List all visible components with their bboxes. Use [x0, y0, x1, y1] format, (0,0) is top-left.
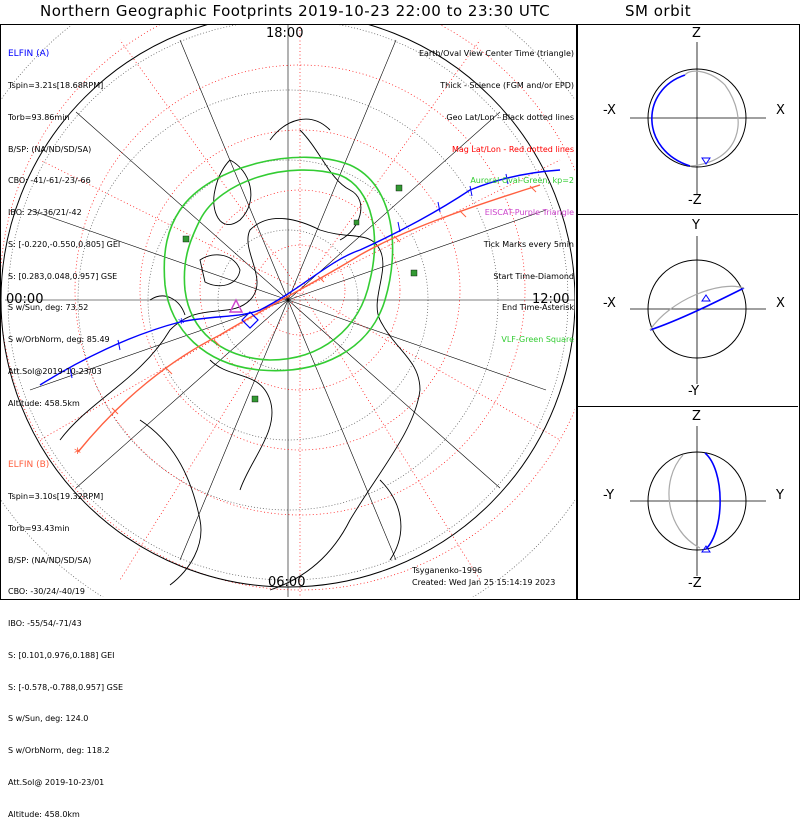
coastlines — [59, 118, 421, 591]
elfin-a-ticks — [69, 173, 509, 379]
sm-yz-bottom-label: -Z — [688, 576, 702, 591]
hour-label-right: 12:00 — [532, 292, 570, 307]
elfin-b-line: B/SP: (NA/ND/SD/SA) — [8, 555, 92, 565]
vlf-stations — [182, 184, 418, 403]
elfin-a-diamond — [241, 311, 259, 329]
sm-xy-top-label: Y — [692, 218, 700, 233]
elfin-a-line: S: [0.283,0.048,0.957] GSE — [8, 271, 118, 281]
sm-yz-top-label: Z — [692, 409, 701, 424]
legend-entry: Earth/Oval View Center Time (triangle) — [418, 49, 574, 59]
elfin-b-ticks — [111, 185, 537, 415]
legend-entry: EISCAT-Purple Triangle — [484, 208, 574, 218]
sm-divider-1 — [576, 214, 798, 215]
legend-entry: Geo Lat/Lon - Black dotted lines — [446, 112, 574, 122]
elfin-b-header: ELFIN (B) — [8, 460, 50, 471]
elfin-b-line: S w/Sun, deg: 124.0 — [8, 714, 89, 724]
sm-xz-right-label: X — [776, 103, 785, 118]
elfin-a-line: Att.Sol@2019-10-23/03 — [8, 367, 102, 376]
elfin-a-track — [39, 169, 561, 386]
legend-entry: Mag Lat/Lon - Red dotted lines — [451, 144, 574, 154]
elfin-a-line: S w/Sun, deg: 73.52 — [8, 303, 89, 313]
elfin-b-line: Torb=93.43min — [8, 523, 70, 533]
elfin-a-info: ELFIN (A) Tspin=3.21s[18.68RPM] Torb=93.… — [8, 28, 120, 420]
sm-orbit-title: SM orbit — [625, 2, 692, 20]
legend-entry: Start Time-Diamond — [493, 271, 574, 281]
sm-divider-2 — [576, 406, 798, 407]
elfin-b-line: S: [0.101,0.976,0.188] GEI — [8, 650, 115, 660]
elfin-a-start-asterisk: * — [178, 317, 185, 332]
elfin-a-line: Torb=93.86min — [8, 112, 70, 122]
elfin-b-track — [77, 184, 541, 453]
sm-xy-right-label: X — [776, 296, 785, 311]
sm-yz-right-label: Y — [776, 488, 784, 503]
legend: Earth/Oval View Center Time (triangle) T… — [419, 28, 574, 356]
elfin-b-info: ELFIN (B) Tspin=3.10s[19.32RPM] Torb=93.… — [8, 439, 123, 831]
elfin-b-line: S w/OrbNorm, deg: 118.2 — [8, 746, 110, 756]
elfin-b-line: Altitude: 458.0km — [8, 809, 80, 819]
elfin-a-line: S w/OrbNorm, deg: 85.49 — [8, 335, 110, 345]
sm-panel-xz — [630, 42, 766, 194]
model-credit: Tsyganenko-1996 — [412, 566, 483, 575]
elfin-b-line: CBO: -30/24/-40/19 — [8, 587, 85, 597]
legend-entry: Tick Marks every 5min — [483, 239, 574, 249]
eiscat-triangle — [228, 298, 244, 313]
sm-xz-left-label: -X — [603, 103, 616, 118]
map-graphics: * * — [1, 25, 766, 597]
hour-label-top: 18:00 — [266, 26, 304, 41]
created-timestamp: Created: Wed Jan 25 15:14:19 2023 — [412, 578, 556, 587]
earth-limb — [1, 25, 575, 588]
elfin-a-header: ELFIN (A) — [8, 49, 50, 60]
elfin-b-line: Tspin=3.10s[19.32RPM] — [8, 491, 104, 501]
elfin-b-line: Att.Sol@ 2019-10-23/01 — [8, 778, 105, 787]
elfin-a-line: B/SP: (NA/ND/SD/SA) — [8, 144, 92, 154]
mag-grid — [1, 25, 575, 597]
legend-entry: End Time-Asterisk — [501, 303, 574, 313]
hour-label-bottom: 06:00 — [268, 575, 306, 590]
legend-entry: VLF-Green Square — [501, 335, 574, 345]
elfin-a-line: S: [-0.220,-0.550,0.805] GEI — [8, 239, 121, 249]
legend-entry: Thick - Science (FGM and/or EPD) — [440, 80, 574, 90]
elfin-b-line: S: [-0.578,-0.788,0.957] GSE — [8, 682, 123, 692]
sm-xz-top-label: Z — [692, 26, 701, 41]
elfin-a-line: Tspin=3.21s[18.68RPM] — [8, 80, 104, 90]
sm-xz-bottom-label: -Z — [688, 193, 702, 208]
hour-label-left: 00:00 — [6, 292, 44, 307]
sm-panel-xy — [630, 236, 766, 384]
elfin-a-line: IBO: 23/-36/21/-42 — [8, 208, 82, 218]
elfin-a-line: CBO: -41/-61/-23/-66 — [8, 176, 91, 186]
auroral-oval — [163, 156, 394, 372]
sm-xy-left-label: -X — [603, 296, 616, 311]
elfin-b-line: IBO: -55/54/-71/43 — [8, 619, 82, 629]
sm-xy-bottom-label: -Y — [688, 384, 700, 399]
sm-panel-yz — [630, 426, 766, 576]
elfin-b-start-asterisk: * — [74, 446, 81, 462]
elfin-a-line: Altitude: 458.5km — [8, 398, 80, 408]
legend-entry: Auroral Oval-Green, kp=2 — [470, 176, 574, 186]
sm-yz-left-label: -Y — [603, 488, 615, 503]
plot-title: Northern Geographic Footprints 2019-10-2… — [40, 2, 551, 20]
